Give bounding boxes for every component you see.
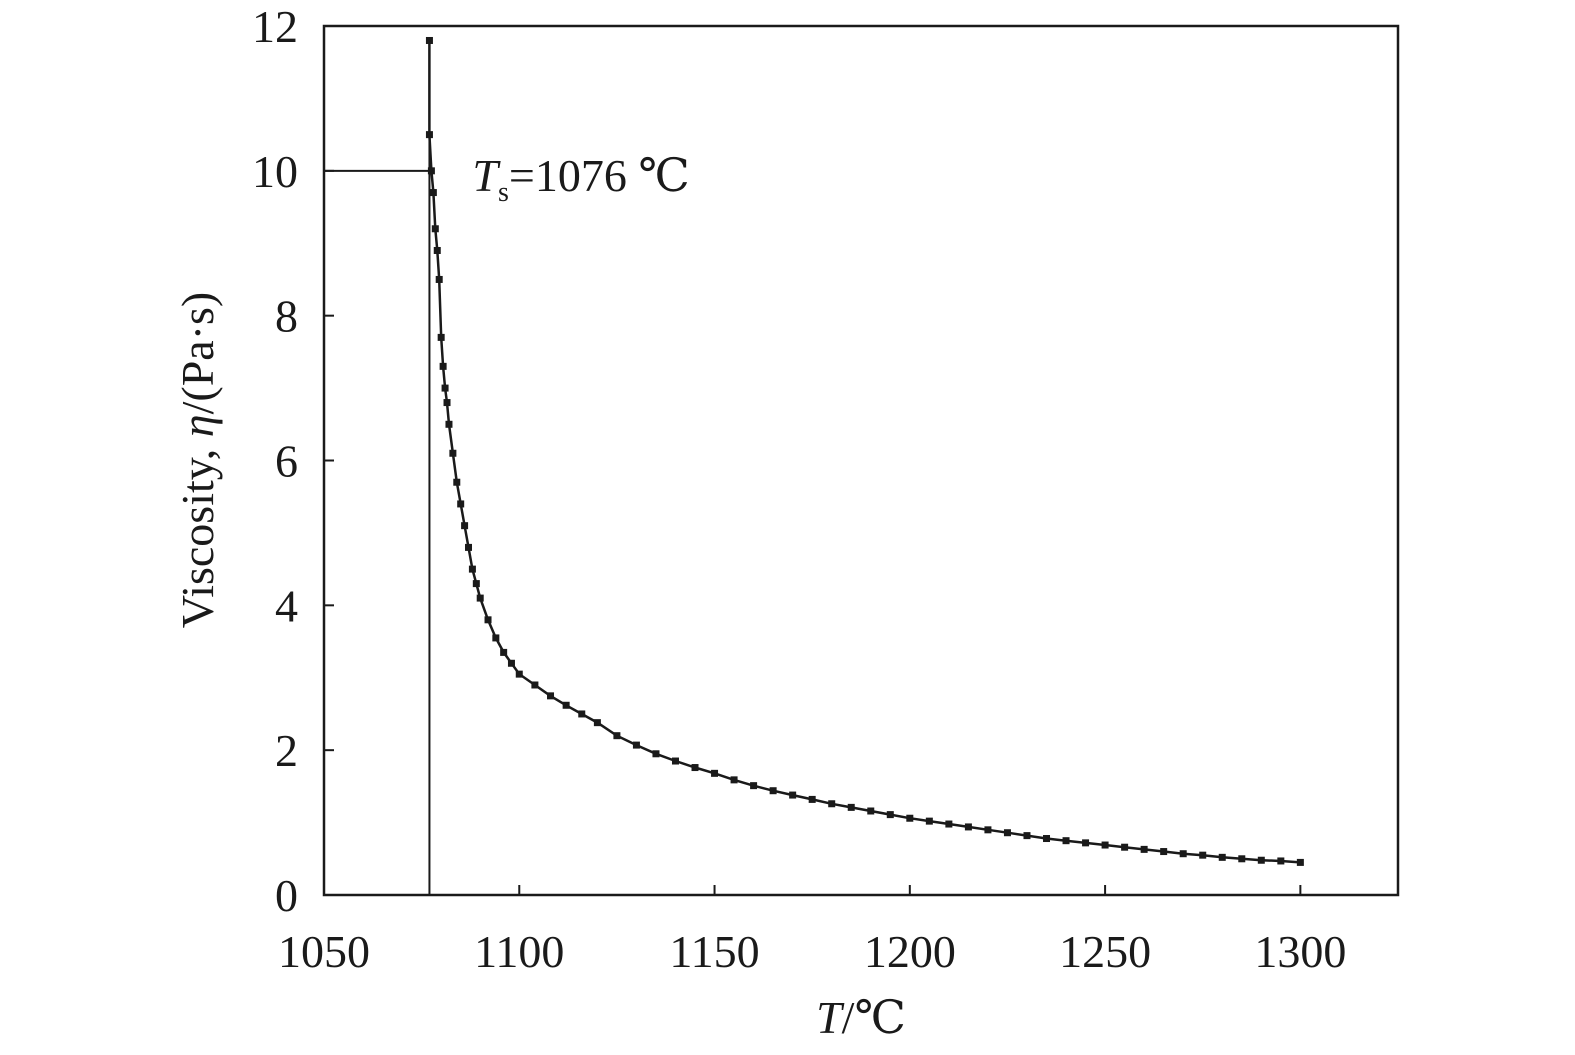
data-point	[461, 522, 469, 530]
data-point	[1199, 851, 1207, 859]
data-point	[435, 275, 443, 283]
data-point	[431, 225, 439, 233]
data-point	[507, 659, 515, 667]
data-point	[867, 807, 875, 815]
data-point	[808, 795, 816, 803]
y-tick-label: 4	[275, 580, 298, 631]
x-tick-label: 1050	[278, 926, 370, 977]
data-point	[652, 750, 660, 758]
data-point	[468, 565, 476, 573]
data-point	[439, 362, 447, 370]
data-point	[445, 420, 453, 428]
data-point	[425, 131, 433, 139]
data-point	[1296, 858, 1304, 866]
data-point	[1160, 848, 1168, 856]
data-point	[1140, 845, 1148, 853]
data-point	[789, 791, 797, 799]
data-point	[449, 449, 457, 457]
y-tick-label: 10	[252, 146, 298, 197]
data-point	[964, 823, 972, 831]
data-point	[429, 189, 437, 197]
x-tick-label: 1250	[1059, 926, 1151, 977]
data-point	[925, 817, 933, 825]
x-tick-label: 1200	[864, 926, 956, 977]
data-point	[441, 384, 449, 392]
data-point	[1238, 855, 1246, 863]
data-point	[547, 692, 555, 700]
data-point	[1043, 835, 1051, 843]
data-point	[632, 741, 640, 749]
data-point	[847, 803, 855, 811]
data-point	[945, 820, 953, 828]
data-point	[1023, 832, 1031, 840]
data-point	[427, 167, 435, 175]
x-axis-label-rest: /℃	[842, 992, 906, 1043]
data-point	[613, 732, 621, 740]
data-point	[578, 710, 586, 718]
data-point	[443, 399, 451, 407]
data-point	[484, 616, 492, 624]
y-tick-label: 2	[275, 725, 298, 776]
data-point	[828, 800, 836, 808]
data-point	[886, 811, 894, 819]
data-point	[472, 580, 480, 588]
x-axis-label: T/℃	[816, 992, 906, 1043]
data-point	[1179, 850, 1187, 858]
data-point	[453, 478, 461, 486]
x-tick-label: 1100	[474, 926, 564, 977]
data-point	[593, 719, 601, 727]
y-axis-label: Viscosity, η/(Pa·s)	[172, 292, 223, 629]
data-point	[457, 500, 465, 508]
data-point	[531, 681, 539, 689]
y-tick-label: 6	[275, 436, 298, 487]
y-tick-label: 12	[252, 1, 298, 52]
data-point	[1101, 841, 1109, 849]
softening-temperature-annotation: Ts=1076 ℃	[472, 150, 689, 208]
data-point	[476, 594, 484, 602]
data-point	[691, 764, 699, 772]
data-point	[1121, 843, 1129, 851]
annotation-text: =1076 ℃	[509, 150, 690, 201]
data-point	[711, 769, 719, 777]
data-point	[515, 670, 523, 678]
annotation-subscript: s	[498, 177, 509, 208]
data-point	[671, 757, 679, 765]
y-tick-label: 8	[275, 291, 298, 342]
data-point	[1277, 857, 1285, 865]
x-tick-label: 1300	[1254, 926, 1346, 977]
x-tick-label: 1150	[669, 926, 759, 977]
data-point	[906, 814, 914, 822]
data-point	[492, 634, 500, 642]
data-point	[425, 36, 433, 44]
data-point	[562, 701, 570, 709]
reference-lines	[324, 40, 431, 895]
data-point	[730, 776, 738, 784]
annotation-var: T	[472, 150, 501, 201]
data-point	[433, 246, 441, 254]
y-axis-ticks: 0 2 4 6 8 10 12	[252, 1, 334, 921]
data-point	[1218, 853, 1226, 861]
y-axis-label-var: η	[172, 414, 223, 437]
y-axis-label-rest: /(Pa·s)	[172, 292, 223, 415]
x-axis-label-var: T	[816, 992, 845, 1043]
y-tick-label: 0	[275, 870, 298, 921]
data-point	[984, 826, 992, 834]
data-point	[437, 333, 445, 341]
y-axis-label-prefix: Viscosity,	[172, 437, 223, 628]
data-point	[500, 648, 508, 656]
data-point	[769, 787, 777, 795]
data-point	[750, 782, 758, 790]
data-point	[465, 543, 473, 551]
series-layer	[425, 36, 1304, 866]
x-axis-ticks: 1050 1100 1150 1200 1250 1300	[278, 885, 1346, 977]
data-point	[1082, 839, 1090, 847]
data-point	[1003, 829, 1011, 837]
data-point	[1257, 856, 1265, 864]
data-point	[1062, 837, 1070, 845]
